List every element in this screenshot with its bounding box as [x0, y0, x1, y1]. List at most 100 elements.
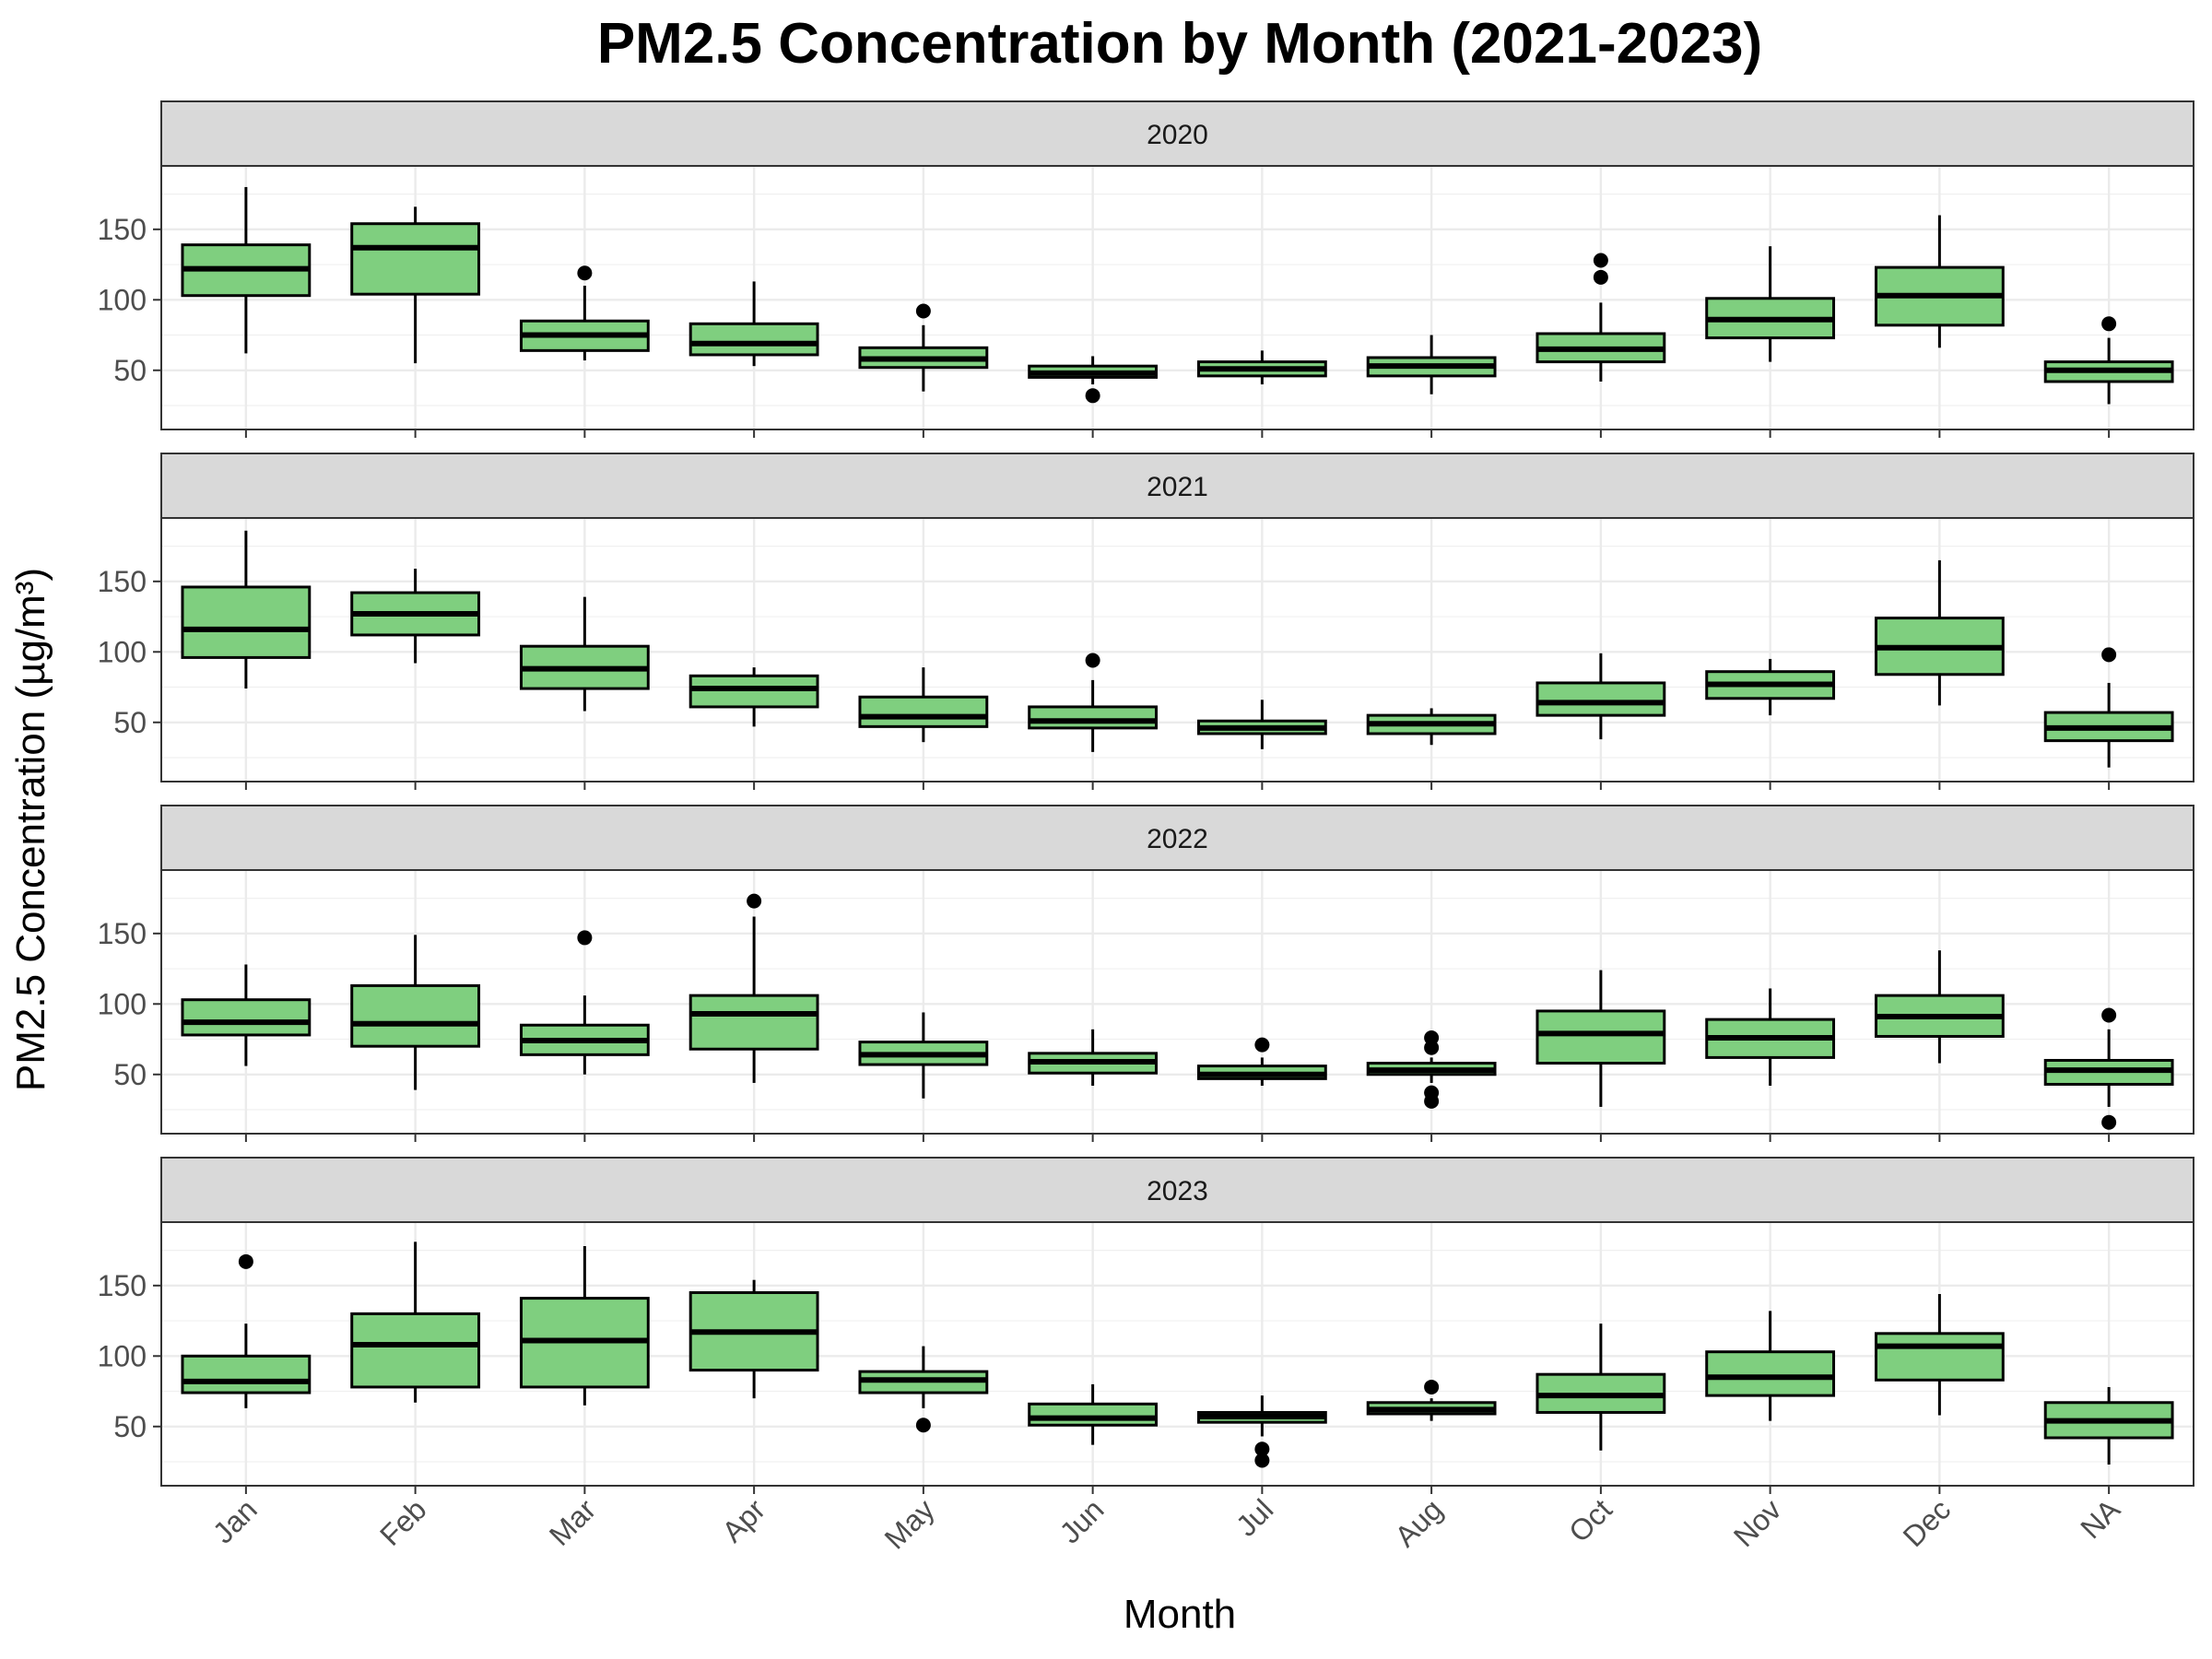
outlier-point	[747, 893, 762, 909]
box-2023-Dec	[1874, 1294, 2005, 1416]
facet-panel-2020: 2020 50 100 150	[98, 100, 2194, 438]
box-2023-Jun	[1028, 1383, 1159, 1445]
box-iqr	[688, 994, 819, 1051]
box-iqr	[181, 1354, 312, 1394]
box-iqr	[181, 585, 312, 659]
x-tick-label: May	[878, 1492, 941, 1555]
outlier-point	[915, 1418, 931, 1433]
box-iqr	[181, 998, 312, 1037]
y-tick-label: 100	[98, 635, 147, 668]
box-iqr	[1874, 1332, 2005, 1382]
y-axis-ticks: 50 100 150	[98, 1269, 161, 1443]
box-2022-Aug	[1366, 1030, 1497, 1109]
box-2020-Feb	[350, 206, 481, 364]
facet-strip	[160, 805, 2194, 871]
box-2022-Jun	[1028, 1029, 1159, 1086]
box-2021-Mar	[519, 596, 650, 712]
chart-title: PM2.5 Concentration by Month (2021-2023)	[597, 12, 1762, 76]
box-2020-Nov	[1705, 246, 1836, 362]
box-2022-Feb	[350, 935, 481, 1090]
box-2022-Jan	[181, 964, 312, 1066]
x-tick-label: Apr	[715, 1492, 771, 1548]
outlier-point	[1424, 1093, 1440, 1109]
y-axis-ticks: 50 100 150	[98, 917, 161, 1091]
box-2023-NA	[2043, 1386, 2174, 1465]
box-iqr	[1535, 1009, 1666, 1065]
x-tick-label: Oct	[1562, 1492, 1618, 1548]
box-iqr	[350, 222, 481, 296]
box-iqr	[1535, 681, 1666, 717]
box-2023-Jan	[181, 1253, 312, 1408]
box-2020-Jul	[1196, 350, 1327, 385]
facet-strip	[160, 453, 2194, 519]
box-2022-Dec	[1874, 950, 2005, 1064]
y-tick-label: 150	[98, 917, 147, 950]
panel-background	[161, 1222, 2194, 1486]
box-2020-Aug	[1366, 335, 1497, 394]
outlier-point	[577, 265, 593, 281]
box-2023-Aug	[1366, 1379, 1497, 1421]
facet-panel-2021: 2021 50 100 150	[98, 453, 2194, 790]
box-2021-Aug	[1366, 708, 1497, 746]
x-axis-ticks: Jan Feb Mar Apr May Jun Jul Aug Oct Nov Dec NA	[206, 1492, 2127, 1556]
panel-background	[161, 166, 2194, 429]
box-iqr	[1705, 1350, 1836, 1397]
facet-strip	[160, 1157, 2194, 1223]
y-tick-label: 150	[98, 213, 147, 246]
outlier-point	[238, 1253, 253, 1269]
outlier-point	[2101, 316, 2117, 332]
box-2021-Oct	[1535, 653, 1666, 740]
facet-panel-2022: 2022 50 100 150	[98, 805, 2194, 1142]
outlier-point	[1085, 388, 1100, 404]
outlier-point	[1254, 1441, 1270, 1457]
x-tick-label: Jul	[1230, 1492, 1279, 1542]
box-2021-Nov	[1705, 658, 1836, 716]
y-axis-ticks: 50 100 150	[98, 565, 161, 739]
x-tick-label: Dec	[1897, 1492, 1958, 1553]
box-2022-Apr	[688, 893, 819, 1083]
y-tick-label: 50	[113, 1410, 147, 1443]
outlier-point	[915, 303, 931, 319]
box-2022-May	[858, 1012, 989, 1099]
box-2020-Oct	[1535, 253, 1666, 382]
box-iqr	[688, 322, 819, 357]
outlier-point	[1593, 269, 1608, 285]
panel-background	[161, 518, 2194, 782]
outlier-point	[2101, 1007, 2117, 1023]
x-tick-label: NA	[2074, 1492, 2126, 1545]
box-2021-Feb	[350, 569, 481, 664]
x-tick-label: Aug	[1388, 1492, 1449, 1553]
box-2023-Oct	[1535, 1324, 1666, 1451]
box-2023-Mar	[519, 1246, 650, 1406]
x-tick-label: Jan	[206, 1492, 264, 1549]
outlier-point	[2101, 647, 2117, 663]
y-tick-label: 100	[98, 1339, 147, 1372]
box-2021-Jun	[1028, 653, 1159, 752]
box-2023-Apr	[688, 1279, 819, 1399]
outlier-point	[1424, 1040, 1440, 1055]
box-iqr	[1028, 705, 1159, 730]
box-iqr	[858, 695, 989, 728]
outlier-point	[2101, 1114, 2117, 1130]
gridlines	[161, 166, 2194, 429]
box-2020-Jan	[181, 186, 312, 354]
box-iqr	[688, 674, 819, 709]
box-2020-May	[858, 303, 989, 392]
box-2020-NA	[2043, 316, 2174, 405]
x-axis-title: Month	[1124, 1592, 1236, 1637]
box-2022-Nov	[1705, 988, 1836, 1086]
y-axis-ticks: 50 100 150	[98, 213, 161, 387]
facet-strip-label: 2020	[1147, 120, 1208, 150]
box-iqr	[1028, 1402, 1159, 1427]
panel-border	[160, 165, 2194, 430]
panel-background	[161, 870, 2194, 1134]
y-axis-title: PM2.5 Concentration (µg/m³)	[8, 568, 53, 1091]
box-2023-Jul	[1196, 1395, 1327, 1468]
outlier-point	[1254, 1453, 1270, 1468]
facet-strip	[160, 100, 2194, 167]
box-iqr	[350, 983, 481, 1048]
y-tick-label: 50	[113, 706, 147, 739]
box-2020-Apr	[688, 281, 819, 367]
panel-border	[160, 1221, 2194, 1487]
